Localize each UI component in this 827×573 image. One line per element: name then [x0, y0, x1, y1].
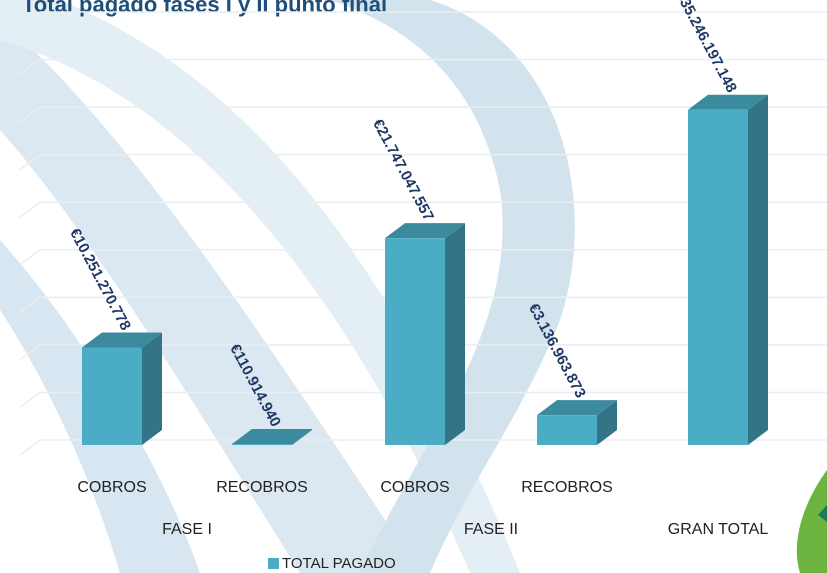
- chart: Total pagado fases I y II punto final CO…: [0, 0, 827, 573]
- group-label: GRAN TOTAL: [668, 521, 769, 538]
- group-label: FASE I: [162, 521, 212, 538]
- legend-label: TOTAL PAGADO: [282, 555, 396, 572]
- bar: [82, 347, 142, 445]
- group-label: FASE II: [464, 521, 518, 538]
- x-tick-label: COBROS: [380, 479, 449, 496]
- bar: [385, 238, 445, 445]
- chart-title: Total pagado fases I y II punto final: [22, 0, 387, 17]
- x-tick-label: RECOBROS: [521, 479, 613, 496]
- bar-side: [445, 223, 465, 445]
- bar-side: [748, 95, 768, 445]
- x-tick-label: COBROS: [77, 479, 146, 496]
- bar-side: [142, 332, 162, 445]
- x-tick-label: RECOBROS: [216, 479, 308, 496]
- bar: [232, 444, 292, 445]
- bar: [688, 110, 748, 445]
- bar: [537, 415, 597, 445]
- legend-swatch: [268, 558, 279, 569]
